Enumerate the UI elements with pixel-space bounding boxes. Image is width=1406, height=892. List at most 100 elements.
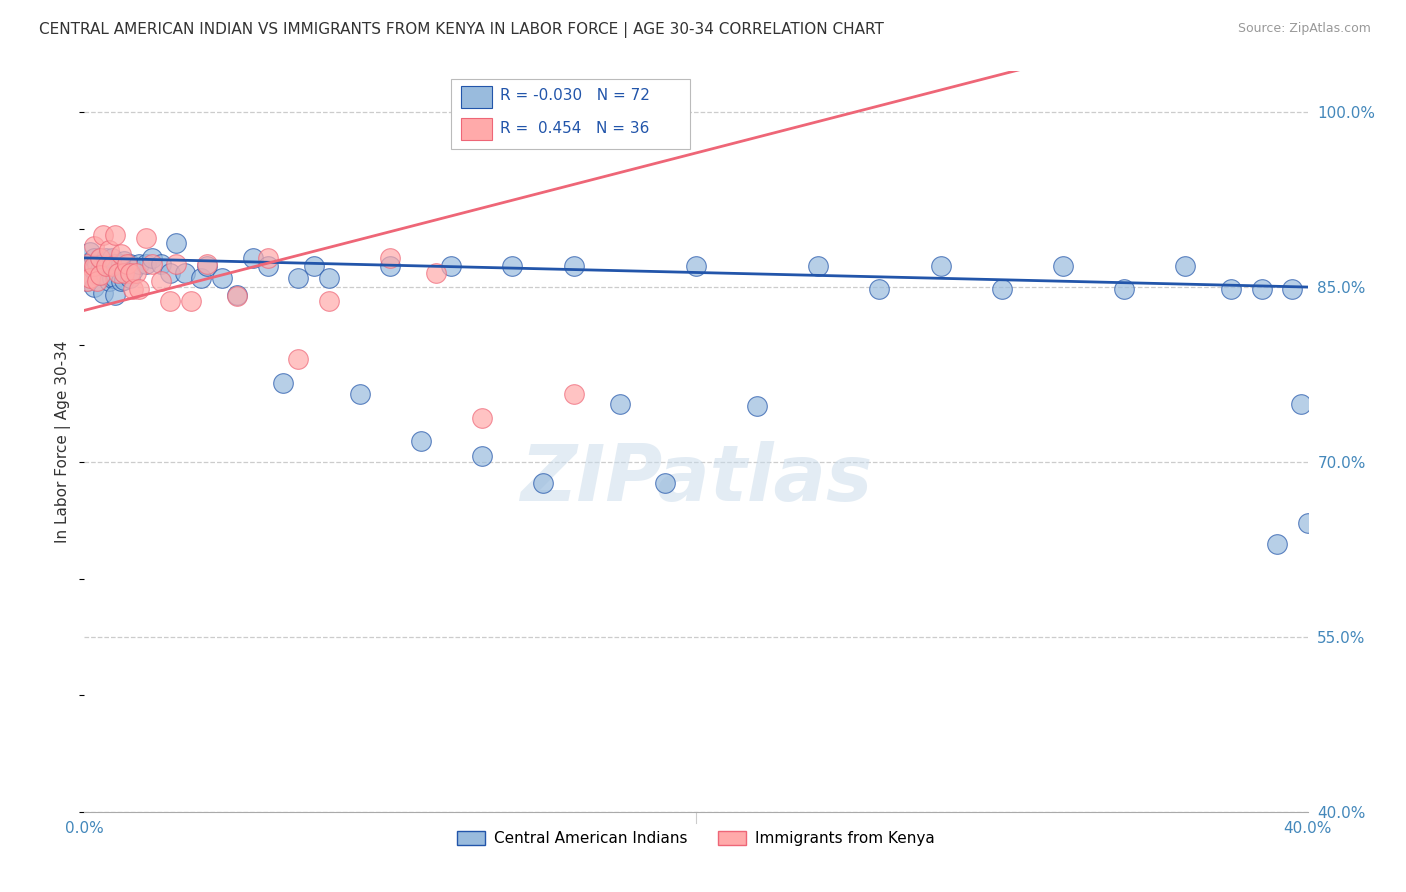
- Point: [685, 259, 707, 273]
- Point: [141, 251, 163, 265]
- Point: [83, 251, 105, 265]
- Point: [502, 259, 524, 273]
- Point: [471, 449, 494, 463]
- Point: [1114, 282, 1136, 296]
- Point: [991, 282, 1014, 296]
- Point: [180, 293, 202, 308]
- Point: [211, 270, 233, 285]
- Point: [101, 251, 124, 265]
- Point: [120, 270, 142, 285]
- Legend: Central American Indians, Immigrants from Kenya: Central American Indians, Immigrants fro…: [451, 824, 941, 852]
- Point: [1052, 259, 1074, 273]
- Point: [115, 257, 138, 271]
- Point: [89, 268, 111, 283]
- Point: [141, 257, 163, 271]
- Point: [94, 268, 117, 283]
- Point: [110, 257, 132, 271]
- Point: [94, 259, 117, 273]
- Point: [76, 257, 98, 271]
- Point: [174, 266, 197, 280]
- Point: [1250, 282, 1272, 296]
- Point: [86, 274, 108, 288]
- Point: [128, 257, 150, 271]
- Point: [135, 257, 157, 271]
- Point: [1174, 259, 1197, 273]
- Point: [159, 266, 181, 280]
- Point: [125, 266, 148, 280]
- Point: [562, 259, 585, 273]
- Text: CENTRAL AMERICAN INDIAN VS IMMIGRANTS FROM KENYA IN LABOR FORCE | AGE 30-34 CORR: CENTRAL AMERICAN INDIAN VS IMMIGRANTS FR…: [39, 22, 884, 38]
- Point: [112, 254, 135, 268]
- Point: [471, 410, 494, 425]
- Point: [165, 235, 187, 250]
- Point: [76, 274, 98, 288]
- Point: [91, 257, 114, 271]
- Point: [89, 251, 111, 265]
- Point: [271, 376, 294, 390]
- Point: [226, 289, 249, 303]
- Point: [149, 274, 172, 288]
- Point: [97, 274, 120, 288]
- Point: [110, 274, 132, 288]
- Point: [104, 227, 127, 242]
- Point: [89, 251, 111, 265]
- Point: [562, 387, 585, 401]
- Point: [104, 270, 127, 285]
- Point: [120, 266, 142, 280]
- Point: [86, 257, 108, 271]
- Point: [747, 399, 769, 413]
- Point: [609, 397, 631, 411]
- Point: [531, 475, 554, 490]
- Point: [242, 251, 264, 265]
- Point: [190, 270, 212, 285]
- Point: [318, 270, 340, 285]
- Point: [110, 247, 132, 261]
- Point: [91, 285, 114, 300]
- Point: [83, 280, 105, 294]
- Point: [76, 274, 98, 288]
- Point: [159, 293, 181, 308]
- Point: [149, 257, 172, 271]
- Bar: [461, 87, 492, 108]
- Point: [440, 259, 463, 273]
- Point: [94, 251, 117, 265]
- Point: [380, 251, 402, 265]
- Point: [318, 293, 340, 308]
- Text: Source: ZipAtlas.com: Source: ZipAtlas.com: [1237, 22, 1371, 36]
- Point: [101, 270, 124, 285]
- Point: [83, 262, 105, 277]
- Point: [128, 282, 150, 296]
- Point: [257, 259, 280, 273]
- Point: [104, 288, 127, 302]
- Point: [302, 259, 325, 273]
- Point: [79, 270, 101, 285]
- Point: [287, 352, 309, 367]
- Point: [83, 239, 105, 253]
- Text: R = -0.030   N = 72: R = -0.030 N = 72: [501, 88, 650, 103]
- Point: [1265, 536, 1288, 550]
- Point: [257, 251, 280, 265]
- Text: R =  0.454   N = 36: R = 0.454 N = 36: [501, 121, 650, 136]
- Point: [929, 259, 952, 273]
- Point: [79, 245, 101, 260]
- Point: [97, 243, 120, 257]
- Point: [135, 231, 157, 245]
- Point: [1220, 282, 1243, 296]
- Point: [89, 262, 111, 277]
- Point: [1296, 516, 1319, 530]
- Point: [101, 259, 124, 273]
- Point: [165, 257, 187, 271]
- Point: [349, 387, 371, 401]
- Point: [107, 266, 129, 280]
- Point: [1281, 282, 1303, 296]
- Point: [86, 268, 108, 283]
- Point: [425, 266, 447, 280]
- Point: [654, 475, 676, 490]
- Bar: [461, 118, 492, 140]
- Point: [195, 259, 218, 273]
- Point: [226, 288, 249, 302]
- Point: [76, 257, 98, 271]
- Point: [409, 434, 432, 448]
- Point: [91, 227, 114, 242]
- Point: [91, 268, 114, 283]
